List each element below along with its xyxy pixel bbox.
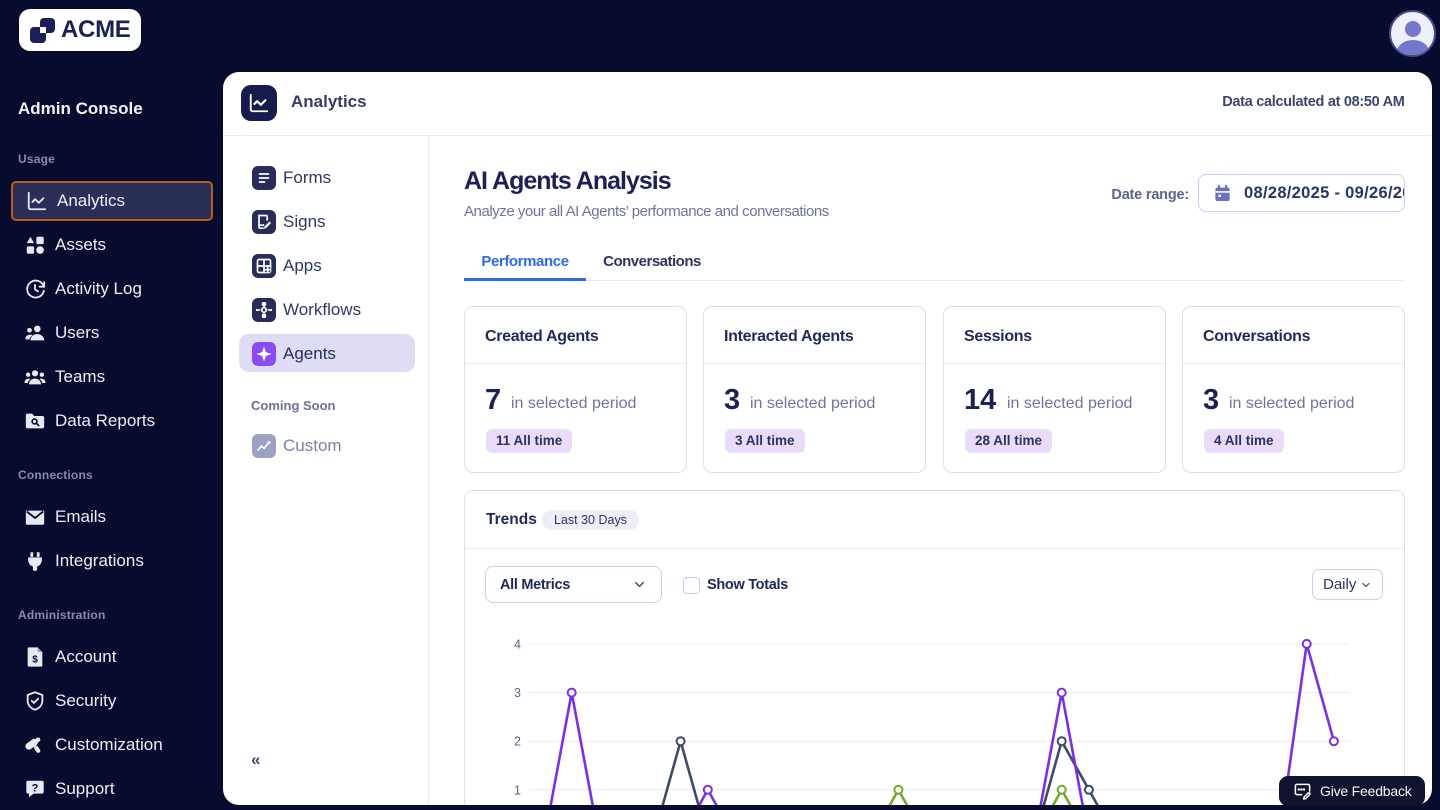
svg-text:?: ? bbox=[32, 782, 39, 794]
svg-text:$: $ bbox=[32, 655, 38, 666]
svg-text:2: 2 bbox=[514, 735, 521, 749]
svg-text:3: 3 bbox=[514, 686, 521, 700]
svg-text:1: 1 bbox=[514, 783, 521, 797]
svg-text:4: 4 bbox=[514, 637, 521, 651]
